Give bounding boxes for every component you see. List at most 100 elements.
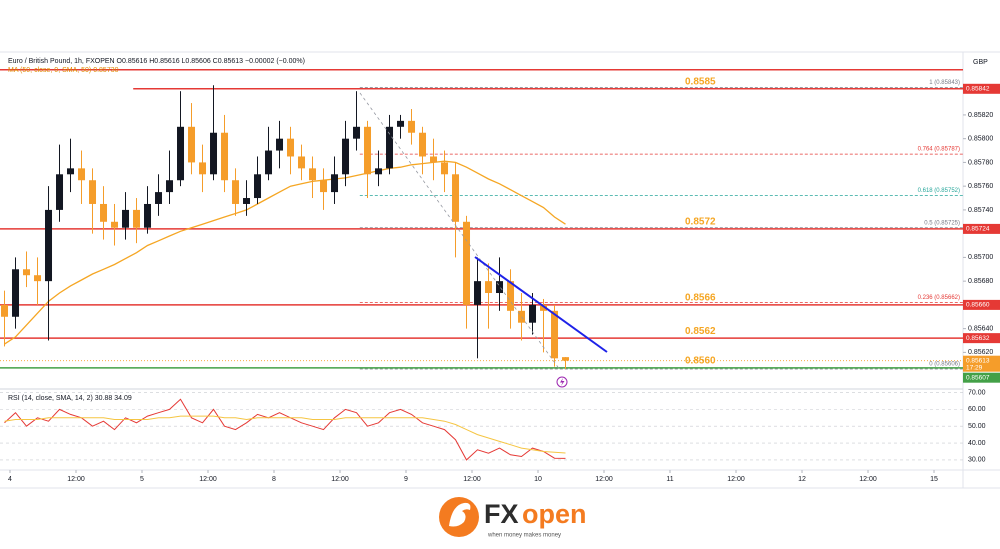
trend-line: [474, 256, 608, 353]
candle-body: [353, 126, 361, 139]
level-price-label: 0.85632: [966, 335, 990, 342]
level-label: 0.8562: [685, 326, 716, 337]
x-tick-label: 12:00: [463, 476, 481, 483]
y-tick-label: 0.85740: [968, 207, 993, 214]
y-tick-label: 30.00: [968, 457, 986, 464]
candle-body: [1, 304, 9, 317]
candle-body: [309, 168, 317, 181]
currency: GBP: [973, 59, 988, 66]
candle-body: [430, 156, 438, 163]
level-price-box: [963, 223, 1000, 234]
candle-body: [243, 198, 251, 204]
y-tick-label: 0.85800: [968, 136, 993, 143]
candle-body: [232, 180, 240, 204]
candle-body: [155, 192, 163, 204]
candle-body: [452, 174, 460, 222]
logo: FX open when money makes money: [439, 497, 587, 539]
candle-body: [89, 180, 97, 204]
candle-body: [441, 162, 449, 175]
level-price-label: 0.85607: [966, 374, 990, 381]
event-icon[interactable]: [556, 376, 568, 388]
x-tick-label: 9: [404, 476, 408, 483]
rsi-line: [4, 415, 566, 454]
x-tick-label: 10: [534, 476, 542, 483]
level-price-box: [963, 372, 1000, 383]
x-tick-label: 12: [798, 476, 806, 483]
candle-body: [56, 174, 64, 210]
rsi-header: RSI (14, close, SMA, 14, 2) 30.88 34.09: [8, 395, 132, 402]
fib-label: 0.236 (0.85662): [918, 295, 960, 301]
level-price-label: 0.85842: [966, 86, 990, 93]
candle-body: [12, 269, 20, 317]
candle-body: [122, 209, 130, 228]
event-icon-bolt: [560, 378, 565, 386]
candle-body: [276, 138, 284, 151]
x-tick-label: 8: [272, 476, 276, 483]
level-price-box: [963, 299, 1000, 310]
candle-body: [364, 126, 372, 175]
x-tick-label: 12:00: [859, 476, 877, 483]
logo-fx: FX: [484, 499, 519, 529]
x-tick-label: 11: [666, 476, 673, 483]
candle-body: [496, 281, 504, 294]
level-price-label: 0.85724: [966, 226, 990, 233]
rsi-line: [4, 398, 566, 461]
y-tick-label: 70.00: [968, 389, 986, 396]
candle-body: [67, 168, 75, 175]
ma-header: MA (50, close, 0, SMA, 50) 0.85730: [8, 67, 119, 74]
candle-body: [210, 132, 218, 175]
moving-average: [4, 160, 566, 345]
logo-dragon: [449, 502, 471, 527]
candle-body: [188, 126, 196, 163]
candle-body: [474, 281, 482, 305]
current-price-label: 0.85613: [966, 357, 990, 364]
candle-body: [45, 209, 53, 282]
y-tick-label: 0.85640: [968, 325, 993, 332]
candle-body: [133, 209, 141, 228]
plot-layer: 0.85820 0.85800 0.85780 0.85760 0.85740 0.857…: [0, 69, 1000, 483]
candle-body: [419, 132, 427, 157]
candle-body: [551, 310, 559, 359]
candle-body: [397, 120, 405, 127]
y-tick-label: 40.00: [968, 440, 986, 447]
x-tick-label: 12:00: [199, 476, 217, 483]
candle-body: [331, 174, 339, 193]
candle-body: [166, 180, 174, 193]
level-label: 0.8585: [685, 76, 716, 87]
candle-body: [144, 203, 152, 228]
y-tick-label: 60.00: [968, 406, 986, 413]
candle-body: [23, 269, 31, 276]
candle-body: [221, 132, 229, 181]
x-tick-label: 15: [930, 476, 938, 483]
candle-body: [34, 275, 42, 282]
x-tick-label: 5: [140, 476, 144, 483]
current-price-box: [963, 355, 1000, 372]
candle-body: [100, 203, 108, 222]
level-label: 0.8560: [685, 355, 716, 366]
y-tick-label: 0.85700: [968, 254, 993, 261]
x-tick-label: 12:00: [67, 476, 85, 483]
level-label: 0.8572: [685, 217, 716, 228]
y-tick-label: 50.00: [968, 423, 986, 430]
candle-body: [342, 138, 350, 175]
candle-body: [287, 138, 295, 157]
level-price-box: [963, 83, 1000, 94]
candle-body: [375, 168, 383, 175]
candle-body: [78, 168, 86, 181]
candle-body: [518, 310, 526, 323]
candle-body: [199, 162, 207, 175]
y-tick-label: 0.85820: [968, 112, 993, 119]
candle-body: [485, 281, 493, 294]
fib-label: 0.5 (0.85725): [924, 220, 960, 226]
fib-trend-line: [359, 92, 561, 371]
logo-open: open: [522, 499, 587, 529]
y-tick-label: 0.85760: [968, 183, 993, 190]
level-price-box: [963, 333, 1000, 344]
candle-body: [529, 304, 537, 323]
candle-body: [298, 156, 306, 169]
logo-tagline: when money makes money: [487, 533, 561, 539]
candle-body: [507, 281, 515, 311]
candle-body: [386, 126, 394, 169]
